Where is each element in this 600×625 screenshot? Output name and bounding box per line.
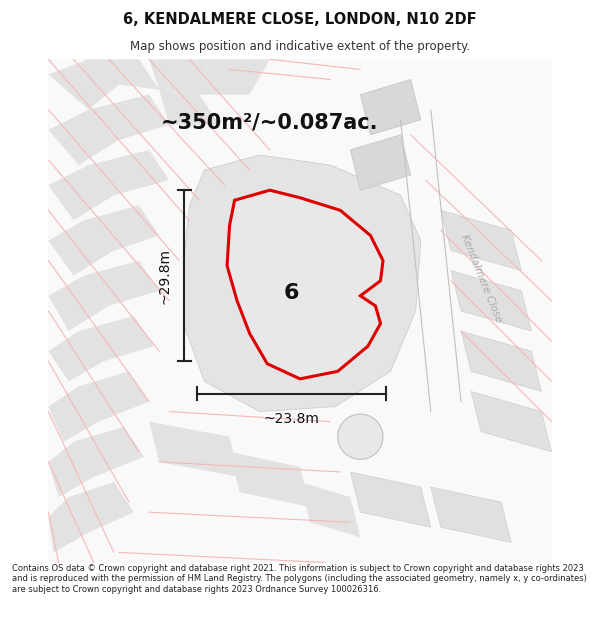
Polygon shape (49, 165, 114, 221)
Polygon shape (149, 422, 239, 477)
Polygon shape (350, 472, 431, 528)
Circle shape (338, 414, 383, 459)
Text: 6, KENDALMERE CLOSE, LONDON, N10 2DF: 6, KENDALMERE CLOSE, LONDON, N10 2DF (123, 12, 477, 27)
Polygon shape (74, 427, 144, 477)
Polygon shape (89, 150, 169, 195)
Polygon shape (83, 59, 159, 89)
Text: 6: 6 (284, 282, 299, 302)
Polygon shape (471, 391, 551, 452)
Polygon shape (451, 271, 532, 331)
Text: Kendalmere Close: Kendalmere Close (459, 233, 503, 324)
Polygon shape (83, 205, 159, 251)
Polygon shape (49, 442, 94, 497)
Polygon shape (49, 221, 114, 276)
Text: ~29.8m: ~29.8m (158, 248, 172, 304)
Polygon shape (49, 386, 99, 442)
Polygon shape (461, 331, 542, 391)
Polygon shape (79, 316, 154, 361)
Polygon shape (149, 59, 209, 94)
Text: Contains OS data © Crown copyright and database right 2021. This information is : Contains OS data © Crown copyright and d… (12, 564, 587, 594)
Polygon shape (49, 331, 104, 381)
Polygon shape (199, 59, 270, 94)
Polygon shape (49, 59, 119, 110)
Polygon shape (89, 94, 169, 140)
Text: ~350m²/~0.087ac.: ~350m²/~0.087ac. (161, 112, 379, 132)
Polygon shape (441, 210, 521, 271)
Polygon shape (49, 110, 119, 165)
Polygon shape (68, 482, 134, 532)
Polygon shape (300, 482, 361, 538)
Text: Map shows position and indicative extent of the property.: Map shows position and indicative extent… (130, 41, 470, 53)
Polygon shape (159, 89, 220, 125)
Polygon shape (431, 487, 511, 542)
Polygon shape (230, 452, 310, 507)
Polygon shape (350, 135, 410, 190)
Polygon shape (79, 371, 149, 422)
Text: ~23.8m: ~23.8m (263, 411, 319, 426)
Polygon shape (49, 276, 109, 331)
Polygon shape (184, 155, 421, 411)
Polygon shape (83, 261, 159, 306)
Polygon shape (361, 79, 421, 135)
Polygon shape (49, 497, 89, 552)
Polygon shape (227, 190, 383, 379)
